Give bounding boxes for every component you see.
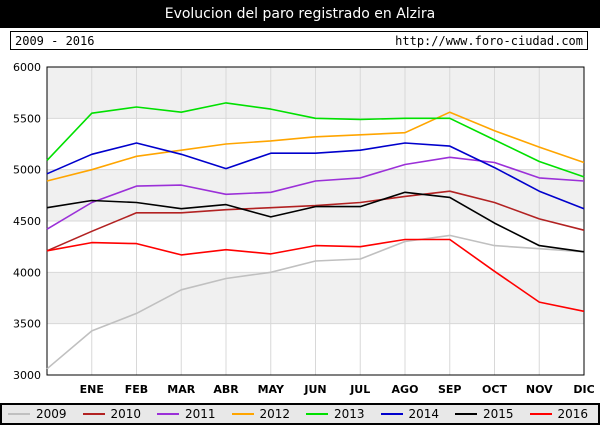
legend-item-2013: 2013 (300, 407, 375, 421)
info-bar: 2009 - 2016 http://www.foro-ciudad.com (10, 31, 588, 50)
chart-title-bar: Evolucion del paro registrado en Alzira (0, 0, 600, 28)
legend-label: 2011 (185, 407, 216, 421)
legend-label: 2009 (36, 407, 67, 421)
legend-item-2014: 2014 (375, 407, 450, 421)
legend-label: 2013 (334, 407, 365, 421)
line-chart: 3000 3500 4000 4500 5000 5500 6000 ENE FEB MAR ABR… (13, 61, 595, 396)
legend-item-2011: 2011 (151, 407, 226, 421)
x-tick-label: MAY (258, 383, 285, 396)
x-tick-label: ABR (213, 383, 239, 396)
series-line-2016 (46, 238, 585, 313)
y-tick-label: 6000 (13, 61, 41, 74)
legend-swatch (231, 413, 254, 415)
legend-label: 2014 (408, 407, 440, 421)
x-tick-label: ENE (80, 383, 104, 396)
x-tick-label: NOV (526, 383, 553, 396)
legend-label: 2012 (259, 407, 291, 421)
legend-item-2012: 2012 (226, 407, 301, 421)
legend-swatch (455, 413, 477, 415)
legend-swatch (306, 413, 328, 415)
y-tick-label: 5000 (13, 164, 41, 177)
legend: 2009 2010 2011 2012 2013 2014 2015 2016 (0, 403, 600, 425)
legend-swatch (8, 413, 30, 415)
y-tick-label: 4000 (13, 266, 41, 279)
series-line-2013 (46, 102, 585, 178)
x-tick-label: FEB (125, 383, 148, 396)
y-tick-label: 3000 (13, 369, 41, 382)
y-tick-label: 5500 (13, 112, 41, 125)
legend-item-2015: 2015 (449, 407, 524, 421)
legend-body: 2009 2010 2011 2012 2013 2014 2015 2016 (2, 405, 598, 423)
x-tick-label: MAR (167, 383, 195, 396)
period-label: 2009 - 2016 (15, 33, 95, 48)
y-tick-label: 3500 (13, 318, 41, 331)
series-line-2009 (46, 234, 585, 370)
legend-swatch (380, 413, 403, 415)
series-line-2010 (46, 190, 585, 252)
legend-item-2016: 2016 (524, 407, 599, 421)
legend-label: 2015 (483, 407, 514, 421)
plot-frame (46, 66, 585, 376)
legend-item-2009: 2009 (2, 407, 77, 421)
series-line-2012 (46, 111, 585, 182)
x-tick-label: AGO (392, 383, 419, 396)
x-tick-label: DIC (573, 383, 594, 396)
source-url: http://www.foro-ciudad.com (395, 33, 583, 48)
x-tick-label: SEP (438, 383, 462, 396)
y-tick-label: 4500 (13, 215, 41, 228)
series-line-2011 (46, 156, 585, 230)
series-line-2014 (46, 142, 585, 210)
legend-label: 2010 (110, 407, 142, 421)
legend-swatch (529, 413, 552, 415)
x-tick-label: JUL (349, 383, 370, 396)
series-line-2015 (46, 191, 585, 253)
legend-item-2010: 2010 (77, 407, 152, 421)
legend-label: 2016 (557, 407, 589, 421)
legend-swatch (157, 413, 179, 415)
legend-swatch (82, 413, 105, 415)
x-tick-label: JUN (303, 383, 326, 396)
chart-title: Evolucion del paro registrado en Alzira (164, 6, 436, 22)
x-tick-label: OCT (482, 383, 507, 396)
